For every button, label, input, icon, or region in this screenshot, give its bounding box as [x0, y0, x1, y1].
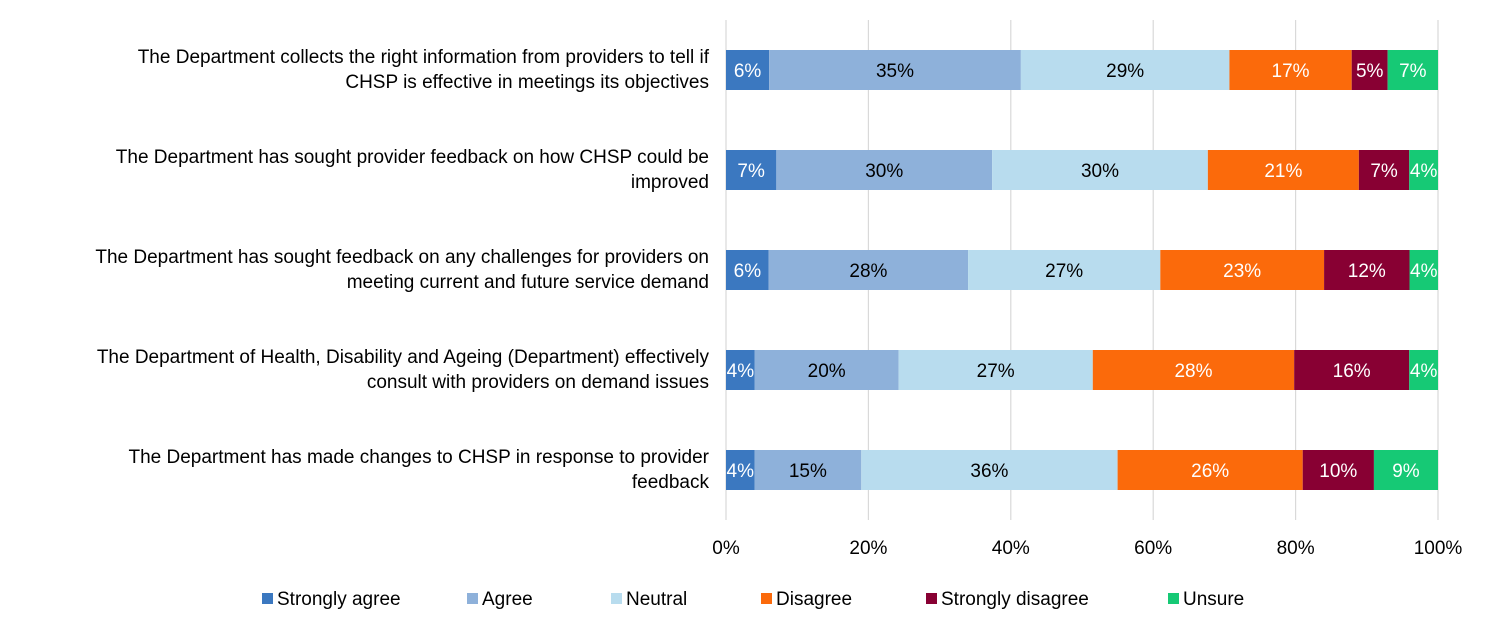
data-label: 27%	[977, 361, 1015, 382]
category-label: The Department has sought provider feedb…	[116, 147, 709, 193]
data-label: 27%	[1045, 261, 1083, 282]
data-label: 30%	[865, 161, 903, 182]
data-label: 7%	[1370, 161, 1398, 182]
bar-segment	[1387, 50, 1438, 90]
data-label: 5%	[1356, 61, 1384, 82]
bar-segment	[1117, 450, 1303, 490]
data-label: 28%	[1174, 361, 1212, 382]
legend-label: Unsure	[1183, 589, 1244, 610]
legend-swatch	[467, 593, 478, 604]
data-label: 4%	[1410, 261, 1438, 282]
bar-segment	[1160, 250, 1325, 290]
data-label: 30%	[1081, 161, 1119, 182]
bar-segment	[1092, 350, 1295, 390]
x-axis-ticks: 0% 20% 40% 60% 80% 100%	[712, 538, 1462, 559]
bar-segment	[1409, 350, 1438, 390]
data-label: 36%	[970, 461, 1008, 482]
data-label: 12%	[1348, 261, 1386, 282]
bar-segment	[1373, 450, 1438, 490]
bar-segment	[1324, 250, 1410, 290]
data-label: 20%	[808, 361, 846, 382]
data-label: 6%	[734, 261, 762, 282]
category-label: The Department has sought feedback on an…	[95, 247, 709, 293]
legend-swatch	[926, 593, 937, 604]
category-labels: The Department collects the right inform…	[95, 47, 709, 493]
legend: Strongly agree Agree Neutral Disagree Strong…	[262, 589, 1244, 610]
bar-segment	[1358, 150, 1410, 190]
bar-segment	[968, 250, 1161, 290]
bar-segment	[992, 150, 1208, 190]
data-label: 28%	[849, 261, 887, 282]
bar-segment	[726, 450, 755, 490]
x-tick-label: 100%	[1414, 538, 1463, 559]
legend-label: Disagree	[776, 589, 852, 610]
data-label: 7%	[1399, 61, 1427, 82]
legend-swatch	[262, 593, 273, 604]
bar-segment	[861, 450, 1118, 490]
bar-segment	[1409, 150, 1438, 190]
x-tick-label: 20%	[849, 538, 887, 559]
bar-segment	[1229, 50, 1352, 90]
data-label: 6%	[734, 61, 762, 82]
data-label: 17%	[1272, 61, 1310, 82]
category-label: The Department has made changes to CHSP …	[128, 447, 709, 493]
bar-segment	[726, 250, 769, 290]
bars: 6% 35% 29% 17% 5% 7% 7% 30% 30% 21% 7% 4% 6% 28% 27% 23…	[726, 50, 1438, 490]
data-label: 16%	[1333, 361, 1371, 382]
x-tick-label: 60%	[1134, 538, 1172, 559]
x-tick-label: 80%	[1277, 538, 1315, 559]
bar-segment	[1351, 50, 1388, 90]
category-label: The Department of Health, Disability and…	[97, 347, 710, 393]
bar-segment	[1409, 250, 1438, 290]
data-label: 4%	[1410, 361, 1438, 382]
bar-segment	[1302, 450, 1374, 490]
bar-segment	[754, 450, 862, 490]
data-label: 21%	[1264, 161, 1302, 182]
data-label: 35%	[876, 61, 914, 82]
bar-segment	[1020, 50, 1230, 90]
legend-label: Agree	[482, 589, 533, 610]
data-label: 23%	[1223, 261, 1261, 282]
x-tick-label: 40%	[992, 538, 1030, 559]
x-tick-label: 0%	[712, 538, 740, 559]
data-label: 26%	[1191, 461, 1229, 482]
bar-segment	[726, 350, 755, 390]
bar-segment	[726, 50, 770, 90]
legend-label: Strongly agree	[277, 589, 401, 610]
bar-segment	[776, 150, 993, 190]
legend-swatch	[761, 593, 772, 604]
bar-segment	[1294, 350, 1410, 390]
data-label: 15%	[789, 461, 827, 482]
data-label: 4%	[727, 461, 755, 482]
bar-segment	[1207, 150, 1359, 190]
bar-segment	[768, 250, 969, 290]
bar-segment	[754, 350, 899, 390]
data-label: 9%	[1392, 461, 1420, 482]
legend-swatch	[1168, 593, 1179, 604]
legend-label: Strongly disagree	[941, 589, 1089, 610]
bar-segment	[726, 150, 777, 190]
legend-swatch	[611, 593, 622, 604]
category-label: The Department collects the right inform…	[138, 47, 710, 93]
bar-segment	[769, 50, 1021, 90]
data-label: 29%	[1106, 61, 1144, 82]
legend-label: Neutral	[626, 589, 687, 610]
data-label: 4%	[1410, 161, 1438, 182]
data-label: 10%	[1319, 461, 1357, 482]
data-label: 7%	[737, 161, 765, 182]
data-label: 4%	[727, 361, 755, 382]
bar-segment	[898, 350, 1093, 390]
